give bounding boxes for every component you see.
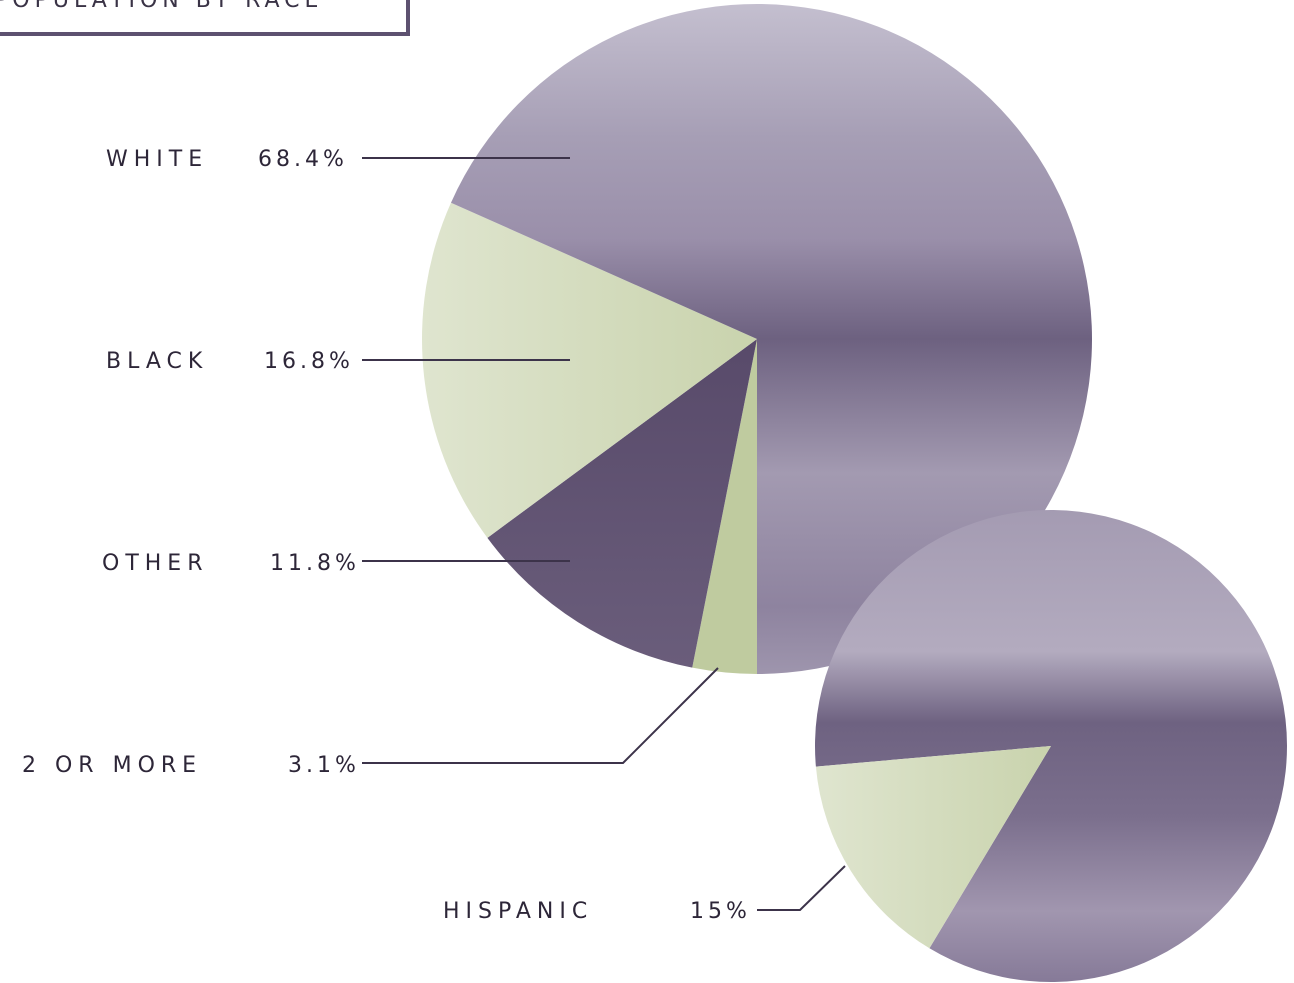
title-box <box>0 0 410 36</box>
label-two-or-more: 2 OR MORE <box>22 753 203 778</box>
pct-two-or-more: 3.1% <box>288 753 360 778</box>
label-black: BLACK <box>106 349 209 374</box>
slice-white <box>450 3 1092 674</box>
label-other: OTHER <box>102 551 209 576</box>
slice-black <box>422 202 757 538</box>
leader-hispanic <box>757 865 846 911</box>
slice-other <box>487 339 757 668</box>
pct-hispanic: 15% <box>690 899 751 924</box>
pct-black: 16.8% <box>264 349 354 374</box>
chart-title: POPULATION BY RACE <box>0 0 324 13</box>
slice-two-or-more <box>692 339 757 674</box>
leader-two-or-more <box>362 667 719 764</box>
label-white: WHITE <box>106 147 209 172</box>
pct-other: 11.8% <box>270 551 360 576</box>
pct-white: 68.4% <box>258 147 348 172</box>
slice-hispanic <box>815 746 1051 949</box>
label-hispanic: HISPANIC <box>443 899 594 924</box>
